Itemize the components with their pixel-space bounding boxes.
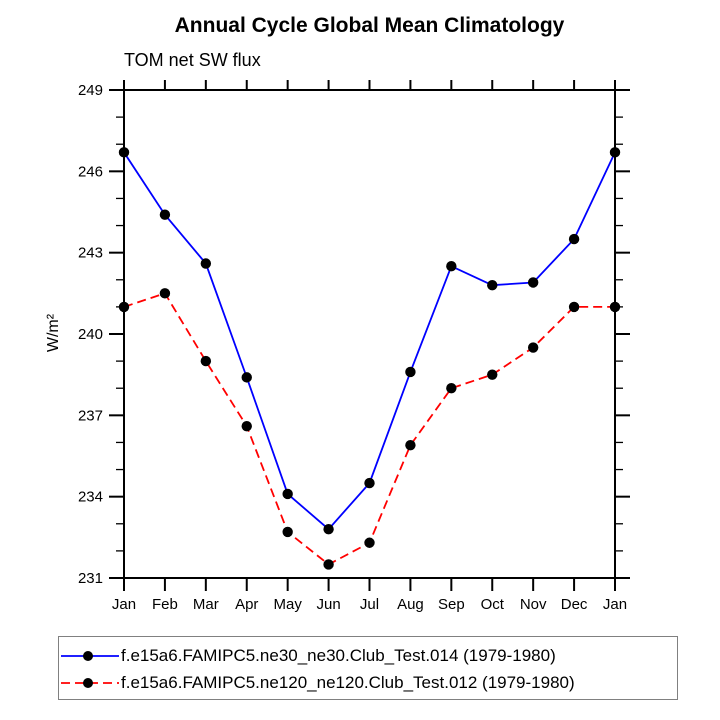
series-line-2	[123, 292, 615, 566]
x-tick-label: Jan	[112, 596, 136, 613]
legend-row: f.e15a6.FAMIPC5.ne120_ne120.Club_Test.01…	[59, 669, 677, 696]
x-tick-label: Jun	[316, 596, 340, 613]
y-tick-label: 249	[78, 82, 103, 99]
legend-row: f.e15a6.FAMIPC5.ne30_ne30.Club_Test.014 …	[59, 642, 677, 669]
x-tick-label: Mar	[193, 596, 219, 613]
y-tick-label: 231	[78, 570, 103, 587]
x-tick-label: Dec	[561, 596, 588, 613]
data-point-series-1	[527, 277, 539, 288]
data-point-series-2	[487, 369, 498, 380]
legend-label-series-1: f.e15a6.FAMIPC5.ne30_ne30.Club_Test.014 …	[121, 645, 556, 665]
y-tick-label: 237	[78, 407, 103, 424]
legend: f.e15a6.FAMIPC5.ne30_ne30.Club_Test.014 …	[58, 636, 678, 700]
series-line-1	[123, 151, 616, 531]
data-point-series-2	[200, 355, 212, 367]
x-tick-label: Aug	[397, 596, 424, 613]
data-point-series-1	[118, 147, 130, 158]
data-point-series-1	[200, 258, 212, 269]
legend-label-series-2: f.e15a6.FAMIPC5.ne120_ne120.Club_Test.01…	[121, 672, 575, 692]
data-point-series-1	[282, 488, 293, 500]
x-tick-label: May	[273, 596, 302, 613]
legend-dashed-line-marker-icon	[61, 677, 119, 688]
data-point-series-2	[323, 559, 334, 570]
data-point-series-2	[364, 537, 375, 548]
y-tick-label: 246	[78, 163, 103, 180]
data-point-series-1	[241, 372, 252, 383]
x-tick-label: Feb	[152, 596, 178, 613]
data-point-series-1	[364, 477, 375, 489]
data-point-series-1	[159, 209, 171, 220]
x-tick-label: Jan	[603, 596, 627, 613]
data-point-series-2	[527, 342, 539, 353]
data-point-series-1	[446, 261, 457, 272]
data-point-series-2	[568, 301, 580, 313]
x-tick-label: Oct	[481, 596, 505, 613]
data-point-series-2	[159, 288, 171, 299]
x-tick-label: Nov	[520, 596, 547, 613]
x-tick-label: Apr	[235, 596, 258, 613]
data-point-series-2	[118, 301, 130, 313]
y-tick-label: 240	[78, 326, 103, 343]
data-point-series-2	[241, 420, 252, 432]
data-point-series-1	[487, 280, 498, 291]
plot-border	[123, 89, 616, 579]
x-tick-label: Jul	[360, 596, 379, 613]
y-tick-label: 234	[78, 489, 103, 506]
data-point-series-1	[568, 233, 580, 245]
chart-title: Annual Cycle Global Mean Climatology	[174, 14, 565, 37]
data-point-series-2	[282, 526, 293, 538]
legend-solid-line-marker-icon	[61, 650, 119, 661]
data-point-series-2	[609, 301, 621, 313]
y-tick-label: 243	[78, 245, 103, 262]
data-point-series-1	[405, 366, 416, 378]
data-point-series-2	[446, 383, 457, 394]
x-tick-label: Sep	[438, 596, 465, 613]
data-point-series-2	[405, 439, 416, 451]
data-point-series-1	[323, 524, 334, 535]
data-point-series-1	[609, 147, 621, 158]
chart-subtitle: TOM net SW flux	[124, 50, 261, 70]
